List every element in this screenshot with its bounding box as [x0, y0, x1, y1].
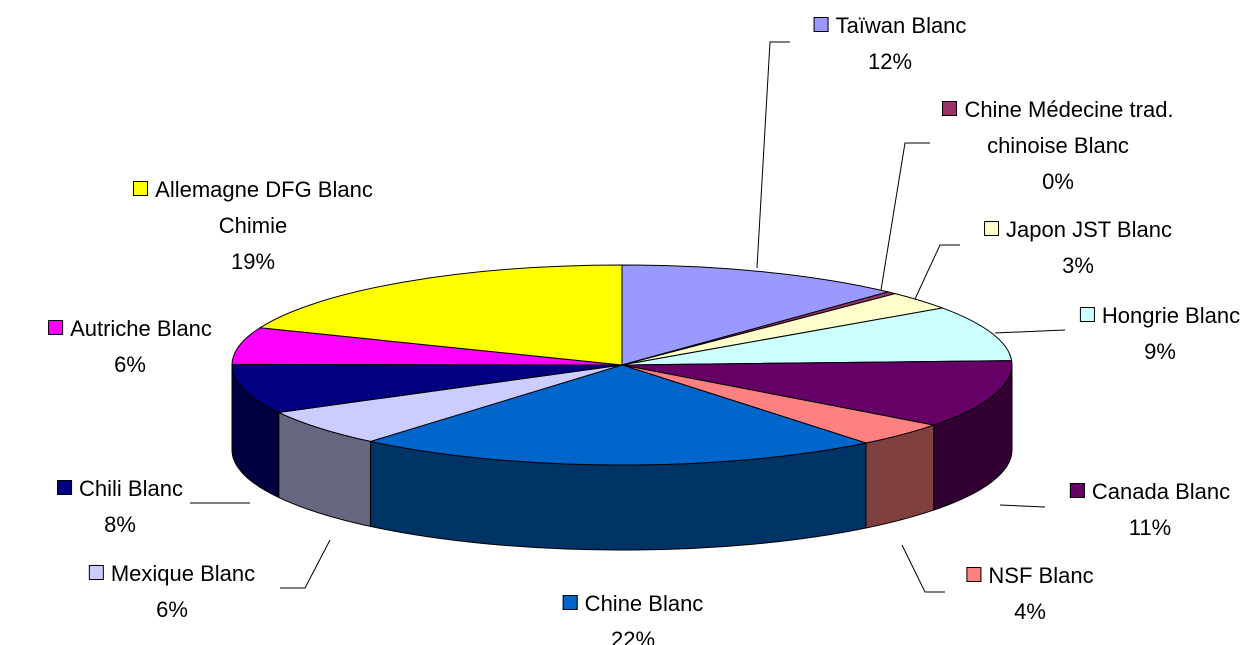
data-label: Autriche Blanc 6%: [48, 311, 212, 383]
pie-slice: [231, 363, 623, 413]
label-name: Chine Blanc: [584, 591, 704, 616]
label-value: 11%: [1128, 515, 1172, 540]
leader-line: [994, 329, 1066, 334]
leader-line: [999, 504, 1046, 508]
label-name: Canada Blanc: [1091, 479, 1231, 504]
leader-line: [880, 142, 930, 291]
legend-swatch: [984, 221, 1000, 236]
label-name: Chili Blanc: [79, 476, 183, 501]
label-name: Mexique Blanc: [110, 561, 256, 586]
legend-swatch: [1079, 307, 1095, 322]
data-label: Hongrie Blanc 9%: [1079, 298, 1241, 370]
label-name: Taïwan Blanc: [835, 13, 967, 38]
data-label: Chine Médecine trad. chinoise Blanc 0%: [933, 92, 1183, 200]
label-name: Hongrie Blanc: [1101, 303, 1241, 328]
data-label: Canada Blanc 11%: [1069, 474, 1231, 546]
data-label: Chine Blanc 22%: [562, 586, 704, 645]
pie-sides: [231, 364, 1013, 551]
pie-slice: [621, 264, 889, 366]
legend-swatch: [48, 320, 64, 335]
leader-line: [901, 544, 945, 593]
data-label: NSF Blanc 4%: [966, 558, 1094, 630]
legend-swatch: [88, 565, 104, 580]
leader-line: [914, 244, 960, 300]
data-label: Mexique Blanc 6%: [88, 556, 256, 628]
leader-line: [756, 41, 790, 269]
data-label: Japon JST Blanc 3%: [984, 212, 1172, 284]
pie-slice: [621, 307, 1013, 366]
label-value: 6%: [114, 352, 146, 377]
leader-lines: [190, 41, 1066, 593]
label-value: 19%: [230, 249, 276, 274]
label-name: Autriche Blanc: [70, 316, 212, 341]
label-value: 22%: [610, 627, 656, 645]
label-name: NSF Blanc: [988, 563, 1094, 588]
legend-swatch: [133, 181, 149, 196]
legend-swatch: [813, 17, 829, 32]
label-name: Allemagne DFG Blanc Chimie: [155, 177, 373, 238]
leader-line: [280, 539, 331, 589]
pie-slice: [231, 327, 623, 366]
pie-slice: [276, 364, 623, 442]
data-label: Allemagne DFG Blanc Chimie 19%: [103, 172, 403, 280]
legend-swatch: [1069, 483, 1085, 498]
label-name: Japon JST Blanc: [1006, 217, 1172, 242]
legend-swatch: [562, 595, 578, 610]
label-value: 6%: [156, 597, 188, 622]
pie-slice: [258, 264, 623, 366]
pie-slice: [368, 364, 868, 466]
legend-swatch: [942, 101, 958, 116]
pie-tops: [231, 264, 1013, 466]
data-label: Chili Blanc 8%: [57, 471, 183, 543]
label-value: 4%: [1014, 599, 1046, 624]
legend-swatch: [966, 567, 982, 582]
legend-swatch: [57, 480, 73, 495]
data-label: Taïwan Blanc 12%: [813, 8, 967, 80]
label-value: 8%: [104, 512, 136, 537]
pie-slice: [621, 360, 1013, 426]
label-name: Chine Médecine trad. chinoise Blanc: [964, 97, 1174, 158]
label-value: 12%: [867, 49, 913, 74]
label-value: 9%: [1144, 339, 1176, 364]
label-value: 3%: [1062, 253, 1094, 278]
label-value: 0%: [1042, 169, 1074, 194]
